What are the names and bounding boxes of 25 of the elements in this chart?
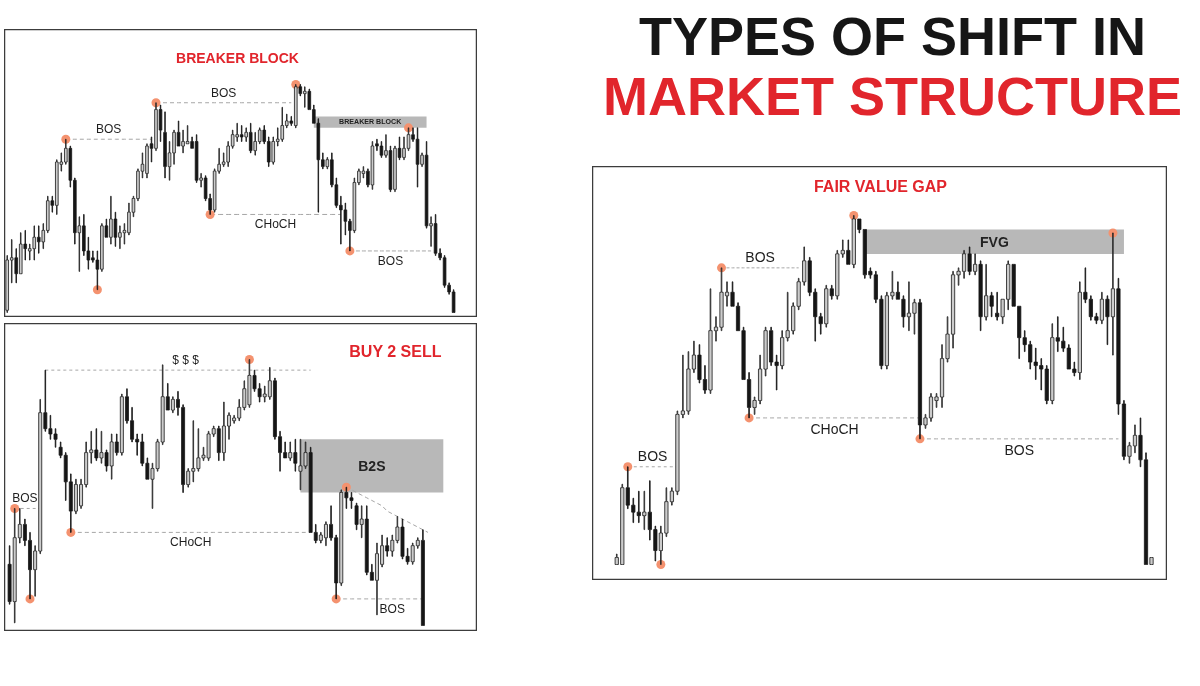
- series-label: BOS: [12, 491, 38, 506]
- series-label: BOS: [379, 601, 405, 616]
- candlestick: [370, 141, 375, 190]
- text: MARKET STRUCTURE: [603, 65, 1182, 126]
- series-label: BOS: [745, 248, 775, 265]
- text: B2S: [358, 457, 386, 474]
- chart-title: FAIR VALUE GAP: [813, 178, 948, 195]
- series-label: $ $ $: [172, 353, 200, 368]
- series-label: BOS: [95, 122, 122, 137]
- candlestick: [248, 122, 253, 154]
- text: TYPES OF SHIFT IN: [638, 5, 1147, 66]
- series-label: BOS: [210, 85, 237, 100]
- candlestick: [420, 529, 425, 626]
- candlestick: [415, 127, 420, 188]
- text: FVG: [980, 233, 1009, 250]
- candlestick: [32, 225, 37, 261]
- series-label: CHoCH: [254, 217, 297, 232]
- chart-title: BREAKER BLOCK: [176, 49, 299, 66]
- series-label: CHoCH: [170, 535, 212, 550]
- chart-title: BUY 2 SELL: [349, 343, 442, 360]
- series-label: BOS: [377, 253, 404, 268]
- series-label: BOS: [637, 447, 668, 464]
- candlestick: [239, 125, 244, 142]
- series-label: CHoCH: [810, 420, 859, 437]
- series-label: BOS: [1004, 441, 1034, 458]
